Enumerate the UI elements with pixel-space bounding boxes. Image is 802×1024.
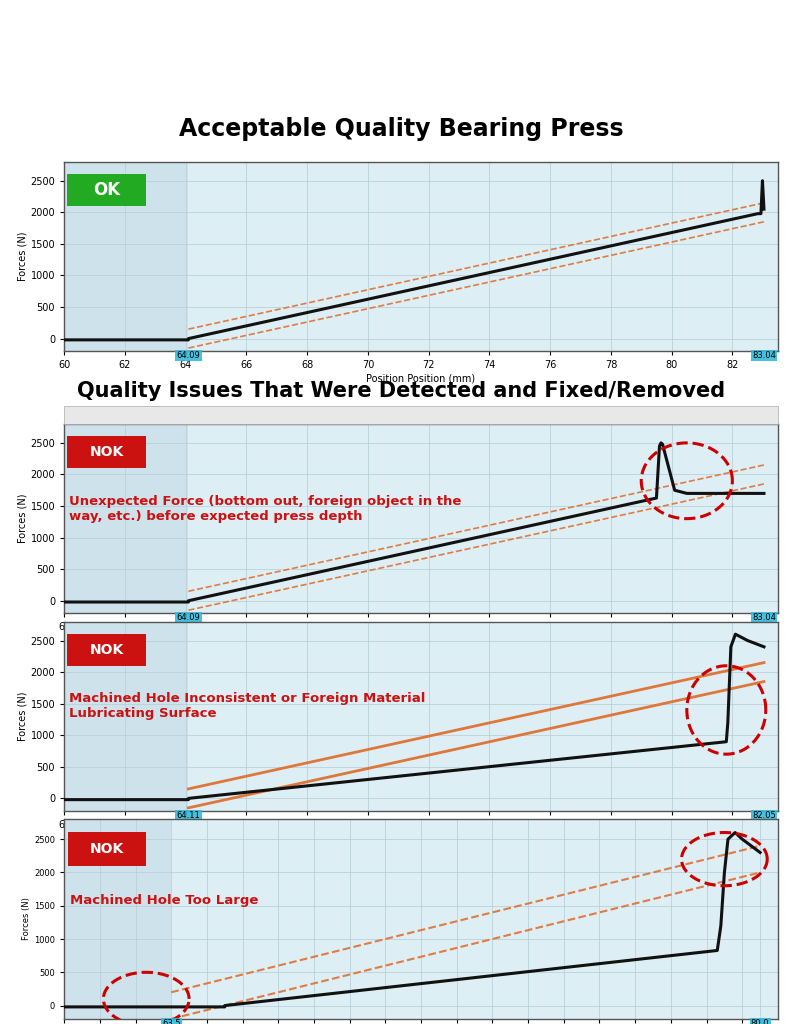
Text: 64.09: 64.09 — [176, 613, 200, 623]
Text: 82.05: 82.05 — [752, 811, 776, 820]
Text: NOK: NOK — [90, 842, 124, 856]
Y-axis label: Forces (N): Forces (N) — [18, 231, 27, 282]
X-axis label: Position Position (mm): Position Position (mm) — [367, 635, 476, 645]
X-axis label: Position Position (mm): Position Position (mm) — [367, 373, 476, 383]
FancyBboxPatch shape — [67, 436, 146, 468]
Text: Acceptable Quality Bearing Press: Acceptable Quality Bearing Press — [179, 117, 623, 141]
Text: Machined Hole Too Large: Machined Hole Too Large — [70, 894, 258, 906]
Text: 80.0: 80.0 — [751, 1019, 769, 1024]
Text: 83.04: 83.04 — [752, 351, 776, 360]
Text: Machined Hole Inconsistent or Foreign Material
Lubricating Surface: Machined Hole Inconsistent or Foreign Ma… — [69, 692, 425, 720]
Text: 64.11: 64.11 — [176, 811, 200, 820]
FancyBboxPatch shape — [67, 634, 146, 666]
Text: OK: OK — [93, 181, 120, 199]
Text: NOK: NOK — [89, 445, 124, 459]
Text: Quality Issues That Were Detected and Fixed/Removed: Quality Issues That Were Detected and Fi… — [77, 381, 725, 401]
Text: ⊕  ⊖  •••: ⊕ ⊖ ••• — [730, 411, 769, 419]
Y-axis label: Forces (N): Forces (N) — [22, 898, 31, 940]
Bar — [64, 162, 188, 351]
Text: Unexpected Force (bottom out, foreign object in the
way, etc.) before expected p: Unexpected Force (bottom out, foreign ob… — [69, 495, 461, 522]
Y-axis label: Forces (N): Forces (N) — [18, 691, 27, 741]
Text: 63.5: 63.5 — [162, 1019, 180, 1024]
Bar — [64, 622, 188, 811]
Bar — [64, 424, 188, 613]
FancyBboxPatch shape — [67, 174, 146, 206]
Text: 64.09: 64.09 — [176, 351, 200, 360]
Text: NOK: NOK — [89, 643, 124, 656]
X-axis label: Position Position (mm): Position Position (mm) — [367, 833, 476, 843]
Bar — [64, 819, 171, 1019]
Y-axis label: Forces (N): Forces (N) — [18, 494, 27, 544]
Text: 83.04: 83.04 — [752, 613, 776, 623]
FancyBboxPatch shape — [67, 833, 146, 866]
Text: 5/8/2023  10:49:47 AM  |  Cycle #: 20   NOK: 5/8/2023 10:49:47 AM | Cycle #: 20 NOK — [72, 411, 239, 419]
